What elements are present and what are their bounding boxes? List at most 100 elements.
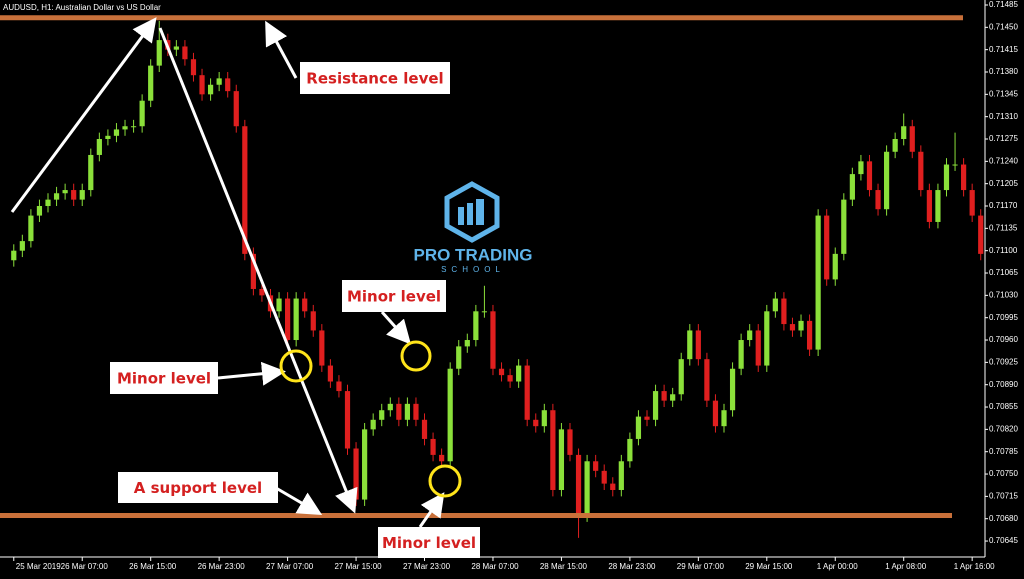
candle-body: [978, 215, 984, 254]
candle-body: [652, 391, 659, 420]
y-tick-label: 0.70855: [989, 402, 1018, 411]
candle-body: [11, 250, 17, 261]
candle-body: [53, 193, 60, 200]
symbol-header: AUDUSD, H1: Australian Dollar vs US Doll…: [3, 3, 161, 12]
annotation-box: [110, 362, 218, 394]
x-tick-label: 27 Mar 15:00: [334, 562, 382, 571]
candle-body: [815, 215, 821, 350]
y-tick-label: 0.71065: [989, 268, 1018, 277]
y-tick-label: 0.70925: [989, 357, 1018, 366]
y-tick-label: 0.70645: [989, 536, 1018, 545]
candle-body: [45, 199, 51, 207]
candle-body: [62, 190, 68, 194]
annotation-box: [378, 527, 480, 558]
candle-body: [139, 100, 145, 127]
candle-body: [704, 359, 710, 401]
candle-body: [113, 129, 120, 136]
y-tick-label: 0.70960: [989, 335, 1018, 344]
y-tick-label: 0.70785: [989, 447, 1018, 456]
y-tick-label: 0.71170: [989, 201, 1018, 210]
candle-body: [670, 394, 676, 401]
candle-body: [524, 365, 530, 420]
candle-body: [918, 151, 924, 191]
candle-body: [729, 368, 736, 411]
candle-body: [541, 410, 547, 427]
annotation-box: [300, 62, 450, 94]
candle-body: [88, 154, 94, 191]
candle-body: [550, 410, 556, 490]
candle-body: [404, 403, 411, 420]
candle-body: [781, 298, 787, 325]
y-tick-label: 0.70715: [989, 491, 1018, 500]
x-tick-label: 1 Apr 16:00: [954, 562, 995, 571]
x-tick-label: 27 Mar 23:00: [403, 562, 451, 571]
candle-body: [430, 438, 436, 455]
candle-body: [755, 330, 761, 366]
x-tick-label: 28 Mar 07:00: [471, 562, 519, 571]
candle-body: [105, 135, 111, 140]
candle-body: [798, 320, 804, 331]
candle-body: [216, 78, 222, 85]
y-tick-label: 0.71415: [989, 45, 1018, 54]
pointer-arrow: [265, 20, 298, 79]
y-tick-label: 0.71240: [989, 156, 1018, 165]
candle-body: [344, 391, 351, 449]
candle-body: [507, 375, 513, 382]
candle-body: [926, 190, 932, 222]
candle-body: [567, 429, 573, 455]
candle-body: [764, 311, 770, 366]
trend-arrow: [10, 17, 157, 213]
candle-body: [199, 75, 205, 95]
candle-body: [336, 381, 342, 392]
candle-body: [71, 190, 77, 200]
y-tick-label: 0.71485: [989, 0, 1018, 9]
candle-body: [182, 46, 188, 60]
highlight-circle: [400, 340, 432, 372]
candle-body: [439, 454, 445, 462]
logo-bar: [476, 199, 484, 225]
annotation-label: A support level: [134, 479, 262, 497]
y-tick-label: 0.71100: [989, 246, 1018, 255]
candle-body: [935, 190, 941, 222]
candle-body: [618, 461, 624, 490]
y-tick-label: 0.71310: [989, 112, 1018, 121]
candle-body: [892, 139, 898, 152]
candle-body: [832, 253, 838, 280]
candle-body: [362, 429, 368, 500]
candle-body: [473, 311, 479, 341]
x-tick-label: 27 Mar 07:00: [266, 562, 314, 571]
annotation-label: Resistance level: [306, 70, 443, 88]
candle-body: [122, 126, 128, 130]
candle-body: [96, 139, 102, 155]
y-tick-label: 0.71135: [989, 223, 1018, 232]
candle-body: [969, 190, 975, 216]
candle-body: [498, 368, 505, 376]
candle-body: [943, 164, 950, 191]
x-tick-label: 28 Mar 15:00: [540, 562, 588, 571]
candle-body: [36, 206, 43, 216]
candle-body: [250, 253, 256, 289]
x-tick-label: 26 Mar 07:00: [61, 562, 109, 571]
candle-body: [644, 416, 650, 420]
candle-body: [225, 78, 231, 92]
x-tick-label: 29 Mar 07:00: [677, 562, 725, 571]
candle-body: [721, 410, 727, 427]
candle-body: [866, 161, 873, 191]
logo-subtitle: SCHOOL: [441, 265, 505, 274]
candle-body: [327, 365, 333, 382]
candle-body: [387, 403, 393, 411]
candle-body: [961, 164, 967, 191]
pointer-arrow: [275, 486, 323, 516]
x-tick-label: 1 Apr 08:00: [885, 562, 926, 571]
candle-body: [276, 298, 282, 312]
candle-body: [593, 461, 599, 471]
y-tick-label: 0.70890: [989, 380, 1018, 389]
candle-body: [875, 190, 881, 210]
candle-body: [695, 330, 701, 360]
candle-body: [285, 298, 291, 341]
candle-body: [370, 419, 376, 430]
candle-body: [883, 151, 890, 210]
logo-bar: [458, 207, 464, 225]
candle-body: [130, 126, 137, 128]
logo: PRO TRADING SCHOOL: [414, 181, 533, 274]
